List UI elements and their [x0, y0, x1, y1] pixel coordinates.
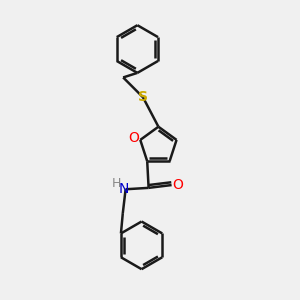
Text: O: O: [128, 131, 139, 146]
Text: H: H: [112, 177, 121, 190]
Text: O: O: [172, 178, 183, 192]
Text: S: S: [138, 90, 148, 104]
Text: N: N: [119, 182, 129, 196]
